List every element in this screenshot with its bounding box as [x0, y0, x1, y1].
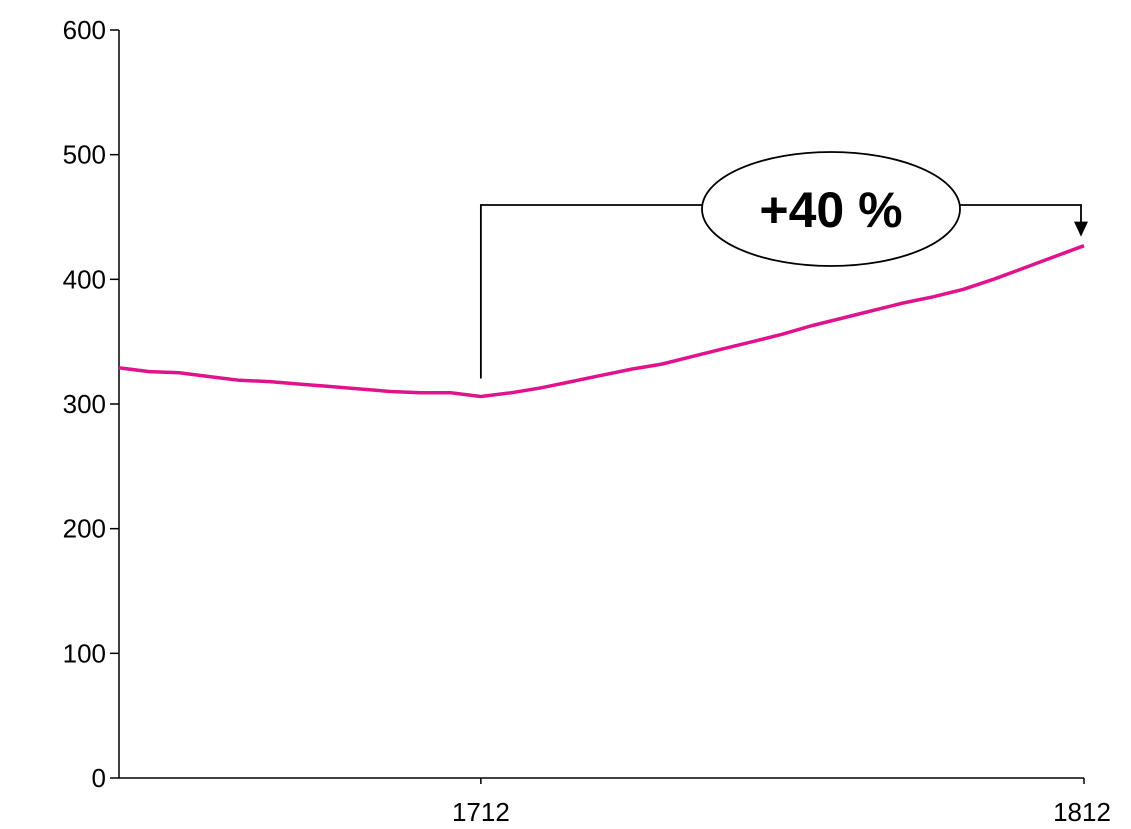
x-tick-label: 1812 — [1053, 797, 1111, 827]
y-tick-label: 300 — [63, 389, 106, 419]
x-axis-ticks: 1712 1812 — [452, 778, 1111, 827]
annotation-arrowhead — [1074, 221, 1088, 237]
series-line — [118, 244, 1085, 399]
annotation: +40 % — [479, 151, 1088, 379]
y-tick-label: 200 — [63, 514, 106, 544]
annotation-ellipse — [701, 151, 961, 267]
y-tick-label: 500 — [63, 140, 106, 170]
annotation-label: +40 % — [759, 182, 902, 238]
axes — [118, 30, 1084, 779]
y-axis-ticks: 0 100 200 300 400 500 600 — [63, 15, 119, 793]
x-tick-label: 1712 — [452, 797, 510, 827]
y-tick-label: 600 — [63, 15, 106, 45]
y-tick-label: 0 — [92, 763, 106, 793]
y-tick-label: 400 — [63, 264, 106, 294]
y-tick-label: 100 — [63, 638, 106, 668]
